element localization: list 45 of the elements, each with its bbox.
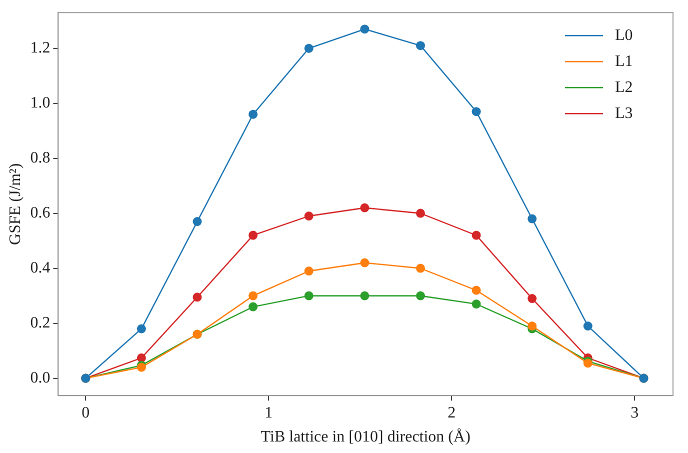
y-tick-label: 0.8	[30, 150, 50, 167]
point	[304, 44, 314, 53]
point	[304, 291, 314, 300]
x-tick-label: 0	[82, 404, 90, 422]
point	[416, 291, 425, 300]
point	[360, 24, 370, 34]
point	[528, 294, 537, 304]
point	[472, 300, 481, 309]
y-axis-title: GSFE (J/m²)	[6, 163, 24, 245]
point	[248, 230, 258, 240]
point	[248, 291, 258, 300]
point	[360, 258, 370, 268]
point	[192, 217, 202, 226]
point	[360, 291, 370, 300]
y-tick-label: 0.4	[30, 260, 50, 277]
point	[360, 203, 370, 212]
point	[304, 212, 314, 221]
x-tick-label: 2	[448, 404, 456, 422]
point	[248, 110, 258, 119]
y-tick-label: 0.2	[30, 314, 50, 332]
point	[472, 107, 481, 116]
point	[416, 264, 425, 273]
y-tick-label: 0.0	[30, 369, 50, 386]
point	[304, 266, 314, 276]
point	[248, 302, 258, 312]
legend-label: L2	[615, 78, 633, 96]
legend-label: L0	[615, 26, 633, 44]
x-tick-label: 1	[264, 404, 273, 422]
point	[528, 322, 537, 331]
point	[472, 286, 481, 295]
point	[472, 230, 481, 240]
y-tick-label: 1.2	[30, 40, 50, 57]
x-axis-title: TiB lattice in [010] direction (Å)	[260, 428, 470, 446]
point	[416, 208, 425, 218]
x-tick-label: 3	[630, 404, 639, 422]
point	[136, 353, 146, 362]
legend-label: L3	[615, 104, 633, 122]
y-tick-label: 0.6	[30, 204, 50, 222]
point	[416, 41, 425, 50]
point	[192, 292, 202, 302]
point	[528, 214, 537, 224]
point	[583, 322, 592, 331]
y-tick-label: 1.0	[30, 94, 50, 112]
legend-label: L1	[615, 52, 633, 70]
point	[136, 324, 146, 334]
